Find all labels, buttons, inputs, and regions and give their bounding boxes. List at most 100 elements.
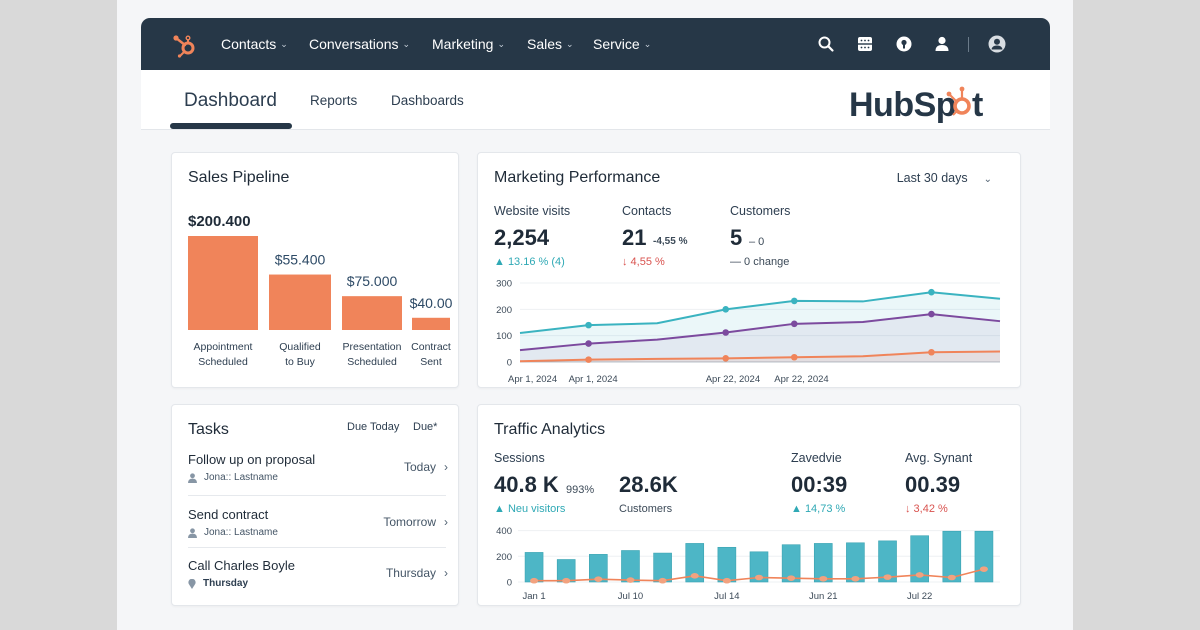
top-navigation: Contacts ⌄ Conversations ⌄ Marketing ⌄ Sale…: [141, 18, 1050, 70]
task-item[interactable]: Call Charles Boyle Thursday Thursday ›: [188, 558, 448, 608]
account-avatar-icon[interactable]: [988, 35, 1006, 53]
sessions-bar: [524, 552, 544, 583]
pipeline-stage-label: Appointment: [194, 341, 253, 353]
tab-reports[interactable]: Reports: [310, 93, 358, 108]
data-point: [722, 329, 730, 336]
x-tick-label: Jun 21: [809, 591, 838, 602]
sessions-bar: [910, 535, 929, 583]
sessions-bar: [781, 544, 801, 583]
sessions-bar: [653, 552, 672, 583]
task-divider: [188, 495, 446, 496]
task-assignee-name: Jona:: Lastname: [204, 472, 278, 483]
pipeline-stage-label: Contract: [411, 341, 451, 353]
chevron-down-icon: ⌄: [497, 39, 506, 49]
task-item[interactable]: Follow up on proposal Jona:: Lastname To…: [188, 452, 448, 502]
marketing-line-chart: 0 100 200 300 Apr 1, 2024 Apr 1, 2024 Apr 22, …: [496, 279, 1001, 385]
task-assignee: Jona:: Lastname: [188, 472, 278, 483]
task-due-label: Today: [403, 460, 436, 474]
traffic-analytics-title: Traffic Analytics: [494, 421, 606, 438]
marketing-performance-title: Marketing Performance: [494, 169, 661, 186]
sessions-bar: [685, 543, 705, 583]
task-assignee: Jona:: Lastname: [188, 527, 278, 538]
x-tick-label: Apr 22, 2024: [774, 374, 828, 385]
dashboard-header: Dashboard Reports Dashboards HubSp t: [141, 70, 1050, 130]
series-line: [519, 291, 1001, 335]
new-visitors-point: [787, 575, 796, 581]
task-due-label: Tomorrow: [383, 515, 436, 529]
pipeline-stage-label: to Buy: [285, 356, 316, 368]
y-tick-label: 300: [496, 279, 512, 290]
date-range-dropdown[interactable]: Last 30 days ⌄: [897, 171, 992, 185]
kpi-avg-synant-value: 00.39: [905, 472, 961, 497]
task-due-date: Thursday ›: [386, 566, 448, 580]
x-tick-label: Jan 1: [522, 591, 545, 602]
task-due-date: Tomorrow ›: [383, 515, 448, 529]
data-point: [928, 310, 935, 318]
pipeline-stage-label: Sent: [420, 356, 442, 368]
pipeline-stage-label: Scheduled: [198, 356, 248, 368]
kpi-website-visits-label: Website visits: [494, 204, 571, 218]
kpi-customers-inline-delta: – 0: [749, 236, 765, 248]
chevron-down-icon: ⌄: [402, 39, 411, 49]
x-tick-label: Jul 10: [618, 591, 643, 602]
kpi-zavedvie-label: Zavedvie: [791, 451, 842, 465]
nav-service[interactable]: Service ⌄: [593, 36, 651, 52]
kpi-website-visits-change: ▲ 13.16 % (4): [494, 256, 565, 268]
x-tick-label: Jul 14: [714, 591, 739, 602]
nav-marketing[interactable]: Marketing ⌄: [432, 36, 505, 52]
nav-service-label: Service: [593, 36, 640, 52]
data-point: [585, 321, 592, 329]
kpi-sessions-label: Sessions: [494, 451, 545, 465]
kpi-website-visits-value: 2,254: [494, 225, 550, 250]
pipeline-bar: [188, 236, 258, 330]
filter-due-today[interactable]: Due Today: [347, 421, 400, 433]
nav-sales-label: Sales: [527, 36, 563, 52]
svg-text:HubSp: HubSp: [849, 86, 956, 124]
tab-dashboards[interactable]: Dashboards: [391, 93, 464, 108]
new-visitors-point: [947, 574, 956, 581]
series-area: [520, 292, 1000, 362]
nav-sales[interactable]: Sales ⌄: [527, 36, 574, 52]
x-tick-label: Apr 22, 2024: [706, 374, 760, 385]
kpi-sessions-sub: ▲ Neu visitors: [494, 503, 566, 515]
apps-grid-icon[interactable]: [856, 35, 874, 53]
date-range-value: Last 30 days: [896, 171, 968, 185]
chevron-down-icon: ⌄: [983, 174, 992, 185]
search-icon[interactable]: [817, 35, 835, 53]
person-icon: [188, 527, 197, 538]
pipeline-value-label: $55.400: [275, 252, 326, 268]
pipeline-stage-label: Presentation: [343, 341, 402, 353]
pipeline-value-label: $40.00: [410, 295, 453, 311]
kpi-contacts-label: Contacts: [622, 204, 672, 218]
task-due-label: Thursday: [385, 566, 436, 580]
nav-contacts[interactable]: Contacts ⌄: [221, 36, 288, 52]
chevron-right-icon: ›: [444, 515, 448, 529]
task-location-name: Thursday: [203, 578, 249, 589]
hubspot-sprocket-logo-icon[interactable]: [171, 31, 199, 59]
marketing-performance-card: Marketing Performance Last 30 days ⌄ Webs…: [477, 152, 1021, 388]
y-tick-label: 200: [496, 305, 512, 316]
data-point: [790, 353, 798, 361]
sales-pipeline-chart: $200.400 Appointment Scheduled $55.400 Quali…: [188, 213, 453, 368]
location-pin-icon: [188, 578, 196, 589]
kpi-contacts-value: 21: [622, 225, 647, 250]
tasks-card: Tasks Due Today Due* Follow up on propos…: [171, 404, 459, 606]
app-window: Contacts ⌄ Conversations ⌄ Marketing ⌄ Sale…: [141, 18, 1050, 608]
y-tick-label: 100: [496, 331, 512, 342]
data-point: [722, 355, 730, 362]
tasks-title: Tasks: [188, 421, 229, 438]
task-due-date: Today ›: [404, 460, 448, 474]
sessions-bar: [974, 530, 994, 583]
task-title: Send contract: [188, 507, 269, 522]
help-icon[interactable]: [895, 35, 913, 53]
kpi-sessions-value: 40.8 K: [494, 472, 559, 497]
user-icon[interactable]: [933, 35, 951, 53]
chevron-down-icon: ⌄: [643, 39, 652, 49]
y-tick-label: 200: [496, 552, 512, 563]
new-visitors-point: [690, 573, 699, 579]
filter-due[interactable]: Due*: [413, 421, 438, 433]
task-item[interactable]: Send contract Jona:: Lastname Tomorrow ›: [188, 507, 448, 557]
tab-dashboard[interactable]: Dashboard: [184, 90, 277, 111]
nav-conversations[interactable]: Conversations ⌄: [309, 36, 410, 52]
pipeline-bar: [269, 274, 331, 330]
